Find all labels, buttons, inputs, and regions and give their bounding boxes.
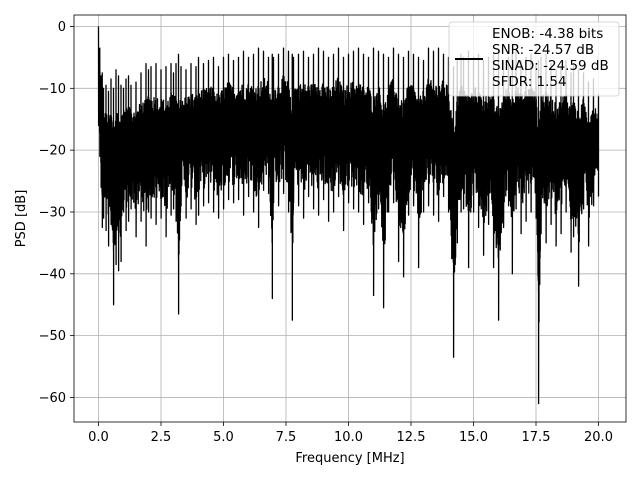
y-tick-label: −20 xyxy=(39,144,66,159)
y-tick-label: −10 xyxy=(39,82,66,97)
legend-sfdr: SFDR: 1.54 xyxy=(492,74,567,90)
y-tick-label: −30 xyxy=(39,205,66,220)
x-axis-title: Frequency [MHz] xyxy=(295,451,404,466)
legend-enob: ENOB: -4.38 bits xyxy=(492,26,603,42)
x-tick-label: 20.0 xyxy=(584,430,613,445)
x-tick-label: 10.0 xyxy=(334,430,363,445)
x-tick-label: 5.0 xyxy=(213,430,234,445)
x-tick-label: 2.5 xyxy=(151,430,172,445)
y-tick-label: 0 xyxy=(58,20,66,35)
x-tick-label: 12.5 xyxy=(397,430,426,445)
legend: ENOB: -4.38 bits SNR: -24.57 dB SINAD: -… xyxy=(448,21,620,97)
legend-sinad: SINAD: -24.59 dB xyxy=(492,58,609,74)
x-tick-label: 15.0 xyxy=(459,430,488,445)
legend-box xyxy=(448,21,620,97)
y-tick-label: −40 xyxy=(39,267,66,282)
y-tick-label: −60 xyxy=(39,391,66,406)
x-tick-label: 7.5 xyxy=(276,430,297,445)
legend-snr: SNR: -24.57 dB xyxy=(492,42,594,58)
x-tick-label: 17.5 xyxy=(522,430,551,445)
ticks-layer: 0.0 2.5 5.0 7.5 10.0 12.5 15.0 17.5 20.0 0 −10 −20 −… xyxy=(39,20,613,445)
x-tick-label: 0.0 xyxy=(88,430,109,445)
y-tick-label: −50 xyxy=(39,329,66,344)
series-layer xyxy=(97,26,600,405)
y-axis-title: PSD [dB] xyxy=(14,190,29,248)
plot-frame xyxy=(73,14,627,423)
psd-series-line xyxy=(97,26,600,405)
